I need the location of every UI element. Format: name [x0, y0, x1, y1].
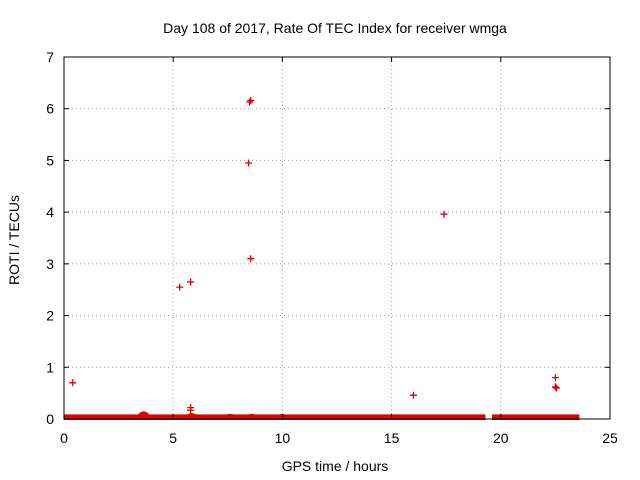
data-point	[247, 255, 255, 263]
data-point	[187, 278, 195, 286]
x-tick-label: 0	[60, 430, 68, 446]
data-point	[245, 159, 253, 167]
y-tick-label: 1	[46, 359, 54, 375]
y-tick-label: 5	[46, 152, 54, 168]
axis-ticks: 0 5 10 15 20 25 0 1 2 3 4 5 6 7	[46, 49, 618, 446]
grid	[64, 57, 610, 419]
data-point	[176, 283, 184, 291]
data-point	[552, 384, 560, 392]
baseline-segment	[64, 414, 486, 420]
x-axis-label: GPS time / hours	[282, 458, 389, 474]
y-tick-label: 4	[46, 204, 54, 220]
plot-frame	[63, 56, 611, 420]
baseline-bump	[136, 411, 151, 417]
data-point	[551, 374, 559, 382]
x-tick-label: 10	[275, 430, 291, 446]
y-tick-label: 7	[46, 49, 54, 65]
data-point	[246, 98, 254, 106]
y-tick-label: 2	[46, 308, 54, 324]
x-tick-label: 20	[493, 430, 509, 446]
data-point	[409, 391, 417, 399]
baseline-segment	[492, 414, 580, 420]
data-point	[551, 383, 559, 391]
data-point	[440, 210, 448, 218]
y-tick-label: 0	[46, 411, 54, 427]
y-tick-label: 3	[46, 256, 54, 272]
chart-title: Day 108 of 2017, Rate Of TEC Index for r…	[163, 20, 507, 36]
data-point	[69, 379, 77, 387]
data-point	[187, 406, 195, 414]
baseline-bump	[244, 413, 259, 417]
data-point	[247, 96, 255, 104]
x-tick-label: 15	[384, 430, 400, 446]
baseline-band	[64, 411, 580, 420]
x-tick-label: 5	[169, 430, 177, 446]
y-axis-label: ROTI / TECUs	[6, 195, 22, 285]
data-points	[69, 96, 560, 414]
baseline-bump	[184, 413, 199, 417]
baseline-bump	[222, 413, 237, 417]
x-tick-label: 25	[602, 430, 618, 446]
y-tick-label: 6	[46, 101, 54, 117]
